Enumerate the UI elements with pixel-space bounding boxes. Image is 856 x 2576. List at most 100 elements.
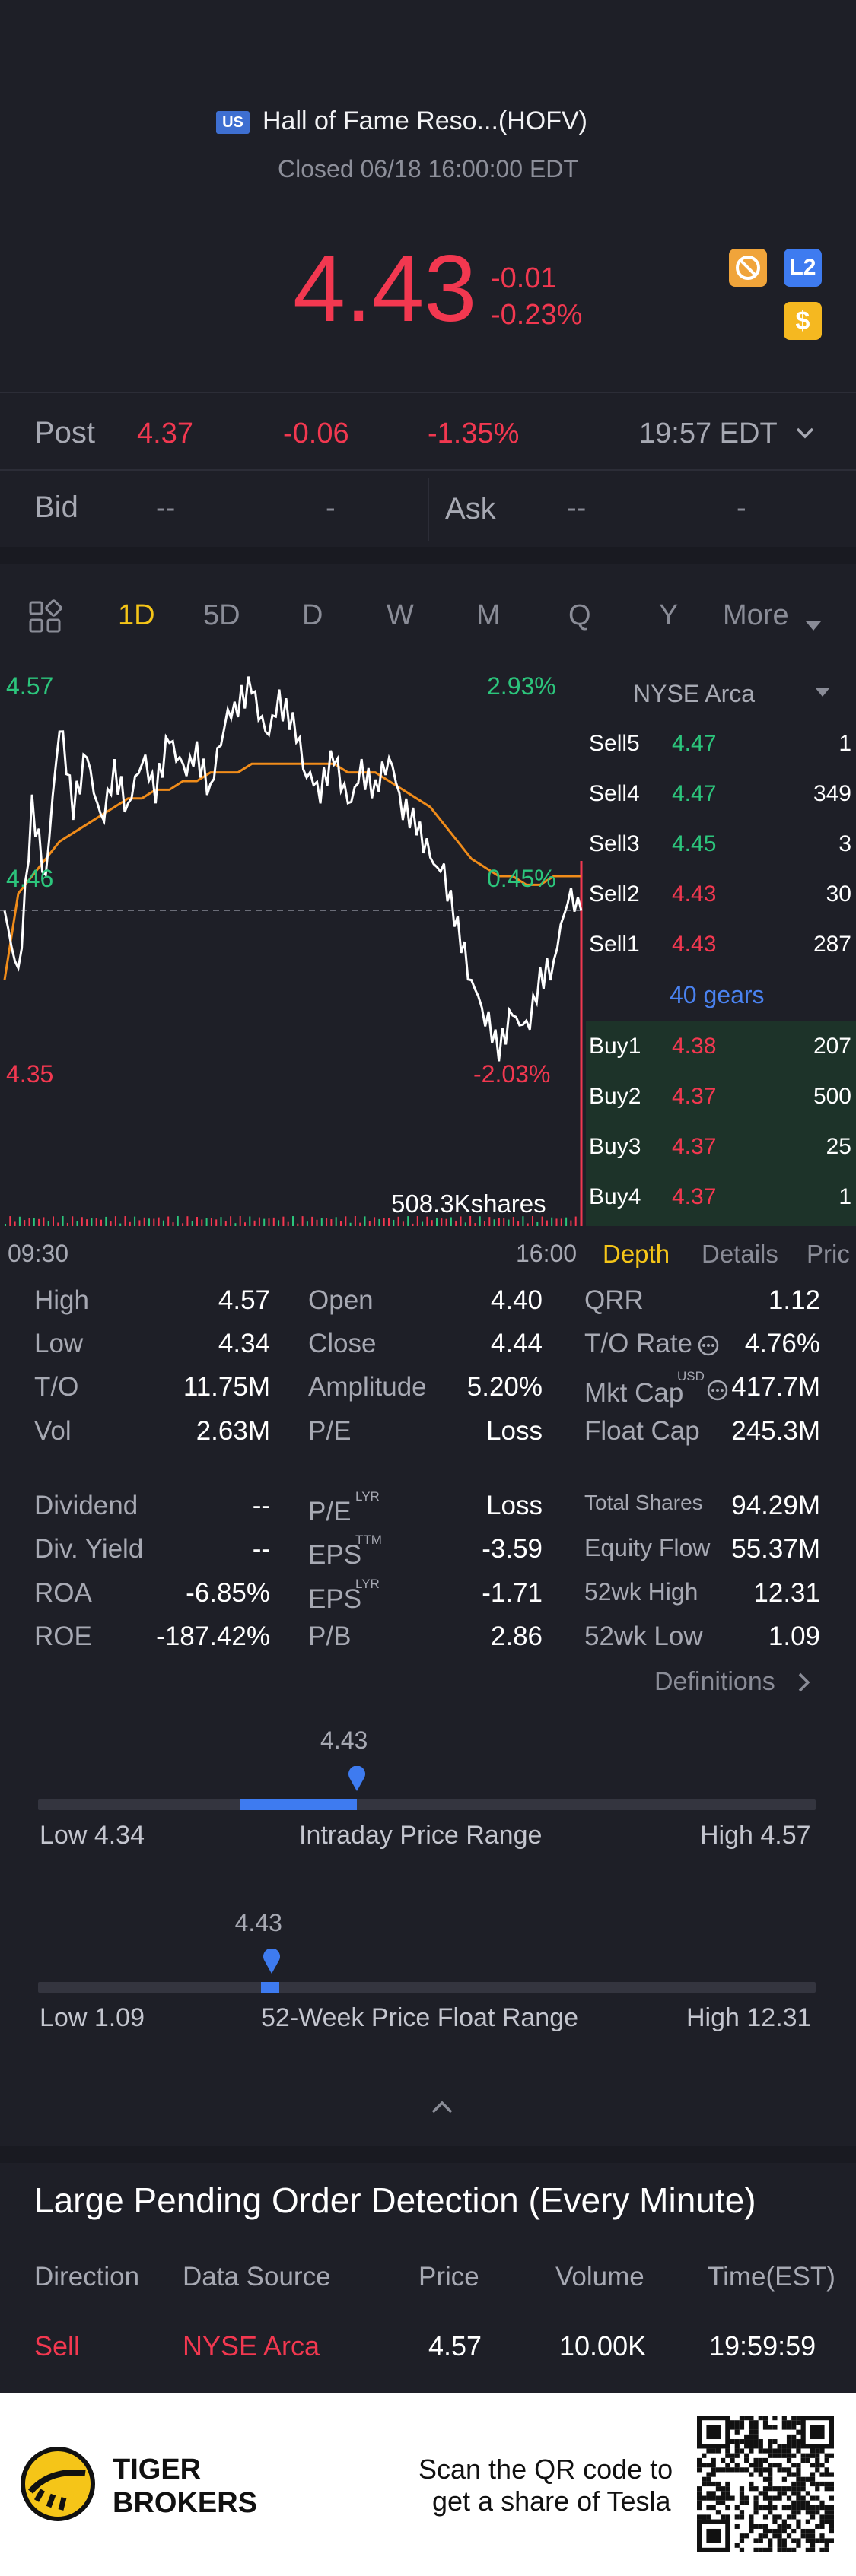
buy-price: 4.37 <box>672 1134 717 1159</box>
volume-bar <box>129 1221 131 1226</box>
volume-label: 508.3Kshares <box>391 1190 546 1218</box>
buy-row[interactable]: Buy2 4.37 500 <box>586 1072 856 1122</box>
sell-row[interactable]: Sell4 4.47 349 <box>586 769 856 819</box>
volume-bar <box>479 1216 481 1226</box>
stock-title[interactable]: Hall of Fame Reso...(HOFV) <box>263 106 587 135</box>
sell-row[interactable]: Sell1 4.43 287 <box>586 920 856 970</box>
tab-d[interactable]: D <box>302 599 323 631</box>
volume-bar <box>426 1216 428 1226</box>
volume-bar <box>268 1218 270 1226</box>
market-badge: US <box>216 111 250 134</box>
volume-bar <box>191 1221 193 1226</box>
stat-label-text: Open <box>308 1285 374 1315</box>
buy-row[interactable]: Buy3 4.37 25 <box>586 1122 856 1172</box>
buy-size: 1 <box>838 1184 851 1209</box>
volume-bar <box>66 1222 68 1226</box>
stat-label: T/O <box>34 1372 78 1402</box>
header-price: Price <box>418 2262 479 2292</box>
sell-label: Sell1 <box>589 932 640 957</box>
volume-bar <box>422 1221 424 1226</box>
chevron-down-icon[interactable] <box>793 421 817 449</box>
intraday-chart[interactable]: 4.57 2.93% 4.46 0.45% 4.35 -2.03% 508.3K… <box>0 663 586 1226</box>
info-icon[interactable] <box>706 1378 729 1409</box>
week52-label: 52-Week Price Float Range <box>261 2003 579 2032</box>
buy-row[interactable]: Buy4 4.37 1 <box>586 1172 856 1222</box>
location-pin-icon <box>347 1765 367 1796</box>
intraday-track <box>38 1799 816 1810</box>
volume-bar <box>81 1217 83 1226</box>
intraday-fill <box>240 1799 358 1810</box>
stat-value: -- <box>252 1491 270 1520</box>
tab-depth[interactable]: Depth <box>603 1240 670 1268</box>
buy-background <box>586 1021 856 1226</box>
chart-mid-percent: 0.45% <box>487 865 556 892</box>
tab-q[interactable]: Q <box>568 599 591 631</box>
sell-row[interactable]: Sell5 4.47 1 <box>586 719 856 769</box>
divider <box>0 469 856 471</box>
post-market-row[interactable]: Post 4.37 -0.06 -1.35% 19:57 EDT <box>0 393 856 469</box>
volume-bar <box>498 1218 500 1226</box>
sell-row[interactable]: Sell2 4.43 30 <box>586 869 856 920</box>
section-gap <box>0 2146 856 2163</box>
week52-marker-value: 4.43 <box>234 1909 282 1936</box>
stat-label-text: P/B <box>308 1622 352 1651</box>
no-trading-icon[interactable] <box>729 249 767 287</box>
post-time: 19:57 EDT <box>639 418 778 449</box>
pending-title: Large Pending Order Detection (Every Min… <box>34 2181 756 2220</box>
level2-badge[interactable]: L2 <box>784 249 822 287</box>
volume-bar <box>72 1216 74 1226</box>
caret-down-icon[interactable] <box>814 686 831 704</box>
buy-row[interactable]: Buy1 4.38 207 <box>586 1021 856 1072</box>
stat-value: -3.59 <box>482 1534 543 1564</box>
price-change-percent: -0.23% <box>491 299 583 331</box>
volume-bar <box>359 1222 361 1226</box>
grid-icon[interactable] <box>27 599 62 642</box>
sell-row[interactable]: Sell3 4.45 3 <box>586 819 856 869</box>
tab-1d[interactable]: 1D <box>118 599 155 631</box>
volume-bar <box>407 1216 409 1226</box>
stat-value: 5.20% <box>466 1372 543 1402</box>
chart-mid-label: 4.46 <box>6 865 54 892</box>
week52-track <box>38 1982 816 1993</box>
chevron-up-icon[interactable] <box>429 2099 455 2120</box>
tab-w[interactable]: W <box>387 599 414 631</box>
intraday-label: Intraday Price Range <box>299 1821 543 1850</box>
tab-price[interactable]: Pric <box>807 1240 850 1268</box>
ask-label: Ask <box>445 492 496 526</box>
volume-bar <box>5 1224 6 1226</box>
volume-bar <box>196 1217 198 1226</box>
stat-value: -1.71 <box>482 1578 543 1608</box>
divider <box>428 478 429 541</box>
stat-label-text: High <box>34 1285 89 1315</box>
volume-bar <box>105 1216 107 1226</box>
exchange-label[interactable]: NYSE Arca <box>633 680 756 707</box>
stat-value: -187.42% <box>156 1622 270 1651</box>
caret-down-icon[interactable] <box>804 608 823 641</box>
location-pin-icon <box>262 1948 282 1978</box>
volume-bar <box>555 1218 558 1226</box>
footer-banner[interactable]: TIGER BROKERS Scan the QR code to get a … <box>0 2393 856 2576</box>
tab-m[interactable]: M <box>476 599 501 631</box>
volume-bar <box>503 1218 505 1226</box>
definitions-link[interactable]: Definitions <box>654 1667 775 1696</box>
info-icon[interactable] <box>697 1333 720 1364</box>
stat-label: 52wk Low <box>584 1622 703 1652</box>
volume-bar <box>335 1217 337 1226</box>
volume-bar <box>311 1216 313 1226</box>
tab-more[interactable]: More <box>723 599 789 631</box>
stat-label-text: 52wk Low <box>584 1622 703 1651</box>
chevron-right-icon[interactable] <box>796 1670 813 1698</box>
sell-size: 349 <box>813 781 851 806</box>
stat-label: Open <box>308 1285 374 1316</box>
tab-details[interactable]: Details <box>702 1240 778 1268</box>
buy-label: Buy1 <box>589 1034 641 1059</box>
dollar-icon[interactable]: $ <box>784 302 822 340</box>
header-volume: Volume <box>555 2262 644 2292</box>
volume-bar <box>57 1222 59 1226</box>
volume-bar <box>182 1223 184 1226</box>
volume-bar <box>388 1218 390 1226</box>
tab-5d[interactable]: 5D <box>203 599 240 631</box>
volume-bar <box>536 1221 539 1226</box>
gears-label[interactable]: 40 gears <box>670 981 765 1008</box>
tab-y[interactable]: Y <box>659 599 679 631</box>
